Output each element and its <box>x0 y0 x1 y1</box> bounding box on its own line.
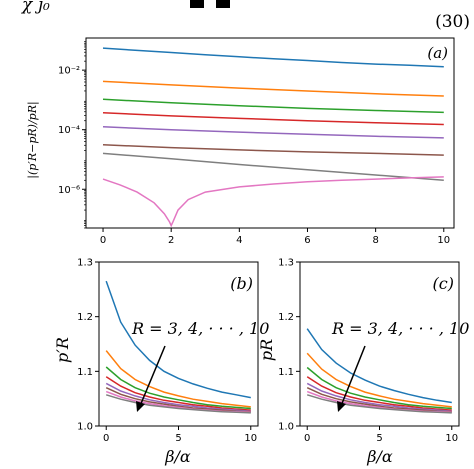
panel-b-ylabel: p′R <box>53 337 72 363</box>
panel-c-xtick-label: 0 <box>304 433 310 444</box>
panel-b-series-line-3 <box>105 366 251 410</box>
panel-b-series-line-1 <box>105 280 251 399</box>
panel-a-xtick-label: 4 <box>236 235 242 246</box>
panel-a-xtick-label: 6 <box>304 235 310 246</box>
panel-c-series-line-2 <box>306 352 452 408</box>
panel-b-ytick-label: 1.0 <box>77 422 93 433</box>
header-bracket-left <box>190 0 204 8</box>
panel-c-arrow <box>340 345 366 407</box>
panel-c-ytick-label: 1.3 <box>278 258 294 269</box>
panel-a-series-line-1 <box>102 47 444 68</box>
panel-c-ticks: 0 5 10 1.0 1.1 1.2 1.3 <box>278 258 458 445</box>
panel-a-ytick-label: 10⁻⁶ <box>58 185 80 196</box>
panel-c-ytick-label: 1.1 <box>278 367 294 378</box>
panel-b-xtick-label: 0 <box>103 433 109 444</box>
panel-c-series-line-6 <box>306 387 452 413</box>
panel-b-series-line-6 <box>105 387 251 413</box>
panel-c-label: (c) <box>433 274 454 293</box>
panel-c-series-line-1 <box>306 328 452 404</box>
panel-a-xtick-label: 0 <box>100 235 106 246</box>
panel-b-label: (b) <box>230 274 253 293</box>
panel-c-series-line-3 <box>306 366 452 410</box>
panel-a-label: (a) <box>427 44 448 62</box>
panel-b-ytick-label: 1.3 <box>77 258 93 269</box>
panel-a-series-line-8 <box>102 176 444 228</box>
panel-a-ylabel: |(p′R−pR)/pR| <box>26 101 40 178</box>
panel-a-series-line-6 <box>102 144 444 156</box>
panel-c-ytick-label: 1.2 <box>278 312 294 323</box>
header-fragment: χ ȷ₀ <box>21 0 50 15</box>
panel-c-frame <box>299 261 460 427</box>
panel-b: 0 5 10 1.0 1.1 1.2 1.3 (b) R = 3, 4, · · · , 1… <box>53 258 269 467</box>
panel-a-ytick-label: 10⁻⁴ <box>58 125 80 136</box>
panel-a-ytick-label: 10⁻² <box>58 66 80 77</box>
panel-b-series <box>105 280 251 414</box>
svg-text:|(p′R−pR)/pR|: |(p′R−pR)/pR| <box>26 101 40 178</box>
panel-b-arrowhead <box>136 401 145 412</box>
panel-c-ylabel: pR <box>257 339 276 361</box>
svg-text:pR: pR <box>257 339 276 361</box>
panel-b-series-line-4 <box>105 376 251 411</box>
panel-a-series-line-4 <box>102 112 444 126</box>
panel-c-xlabel: β/α <box>366 447 393 466</box>
panel-b-ytick-label: 1.1 <box>77 367 93 378</box>
panel-c-ytick-label: 1.0 <box>278 422 294 433</box>
panel-a-ticks: 0 2 4 6 8 10 10⁻² 10⁻⁴ 10⁻⁶ <box>58 41 450 246</box>
panel-c-series-line-5 <box>306 382 452 412</box>
panel-b-series-line-5 <box>105 382 251 412</box>
panel-a-series-line-7 <box>102 152 444 182</box>
panel-b-xlabel: β/α <box>164 447 191 466</box>
svg-text:p′R: p′R <box>53 337 72 363</box>
panel-b-series-line-2 <box>105 350 251 408</box>
panel-a-frame <box>85 37 455 229</box>
panel-b-xtick-label: 5 <box>175 433 181 444</box>
panel-b-ticks: 0 5 10 1.0 1.1 1.2 1.3 <box>77 258 257 445</box>
panel-b-series-line-8 <box>105 394 251 414</box>
header-bracket-right <box>216 0 230 8</box>
panel-b-arrow <box>139 345 166 407</box>
panel-b-ytick-label: 1.2 <box>77 312 93 323</box>
panel-b-annotation: R = 3, 4, · · · , 10 <box>131 319 269 338</box>
panel-c-series-line-8 <box>306 394 452 414</box>
panel-c: 0 5 10 1.0 1.1 1.2 1.3 (c) R = 3, 4, · · · , 1… <box>257 258 469 467</box>
panel-c-series <box>306 328 452 414</box>
panel-c-xtick-label: 5 <box>376 433 382 444</box>
panel-b-frame <box>98 261 259 427</box>
panel-a-series <box>102 47 444 228</box>
panel-a-xtick-label: 2 <box>168 235 174 246</box>
panel-a-xtick-label: 10 <box>437 235 450 246</box>
panel-c-arrowhead <box>337 401 346 412</box>
panel-a-series-line-5 <box>102 126 444 139</box>
panel-c-annotation: R = 3, 4, · · · , 10 <box>331 319 469 338</box>
panel-c-xtick-label: 10 <box>445 433 458 444</box>
panel-a: 0 2 4 6 8 10 10⁻² 10⁻⁴ 10⁻⁶ (a) |(p′R−pR)/pR| <box>26 37 455 246</box>
panel-b-xtick-label: 10 <box>244 433 257 444</box>
panel-c-series-line-4 <box>306 376 452 411</box>
panel-a-xtick-label: 8 <box>372 235 378 246</box>
panel-a-series-line-2 <box>102 80 444 97</box>
equation-number: (30) <box>435 12 470 32</box>
panel-a-series-line-3 <box>102 98 444 114</box>
